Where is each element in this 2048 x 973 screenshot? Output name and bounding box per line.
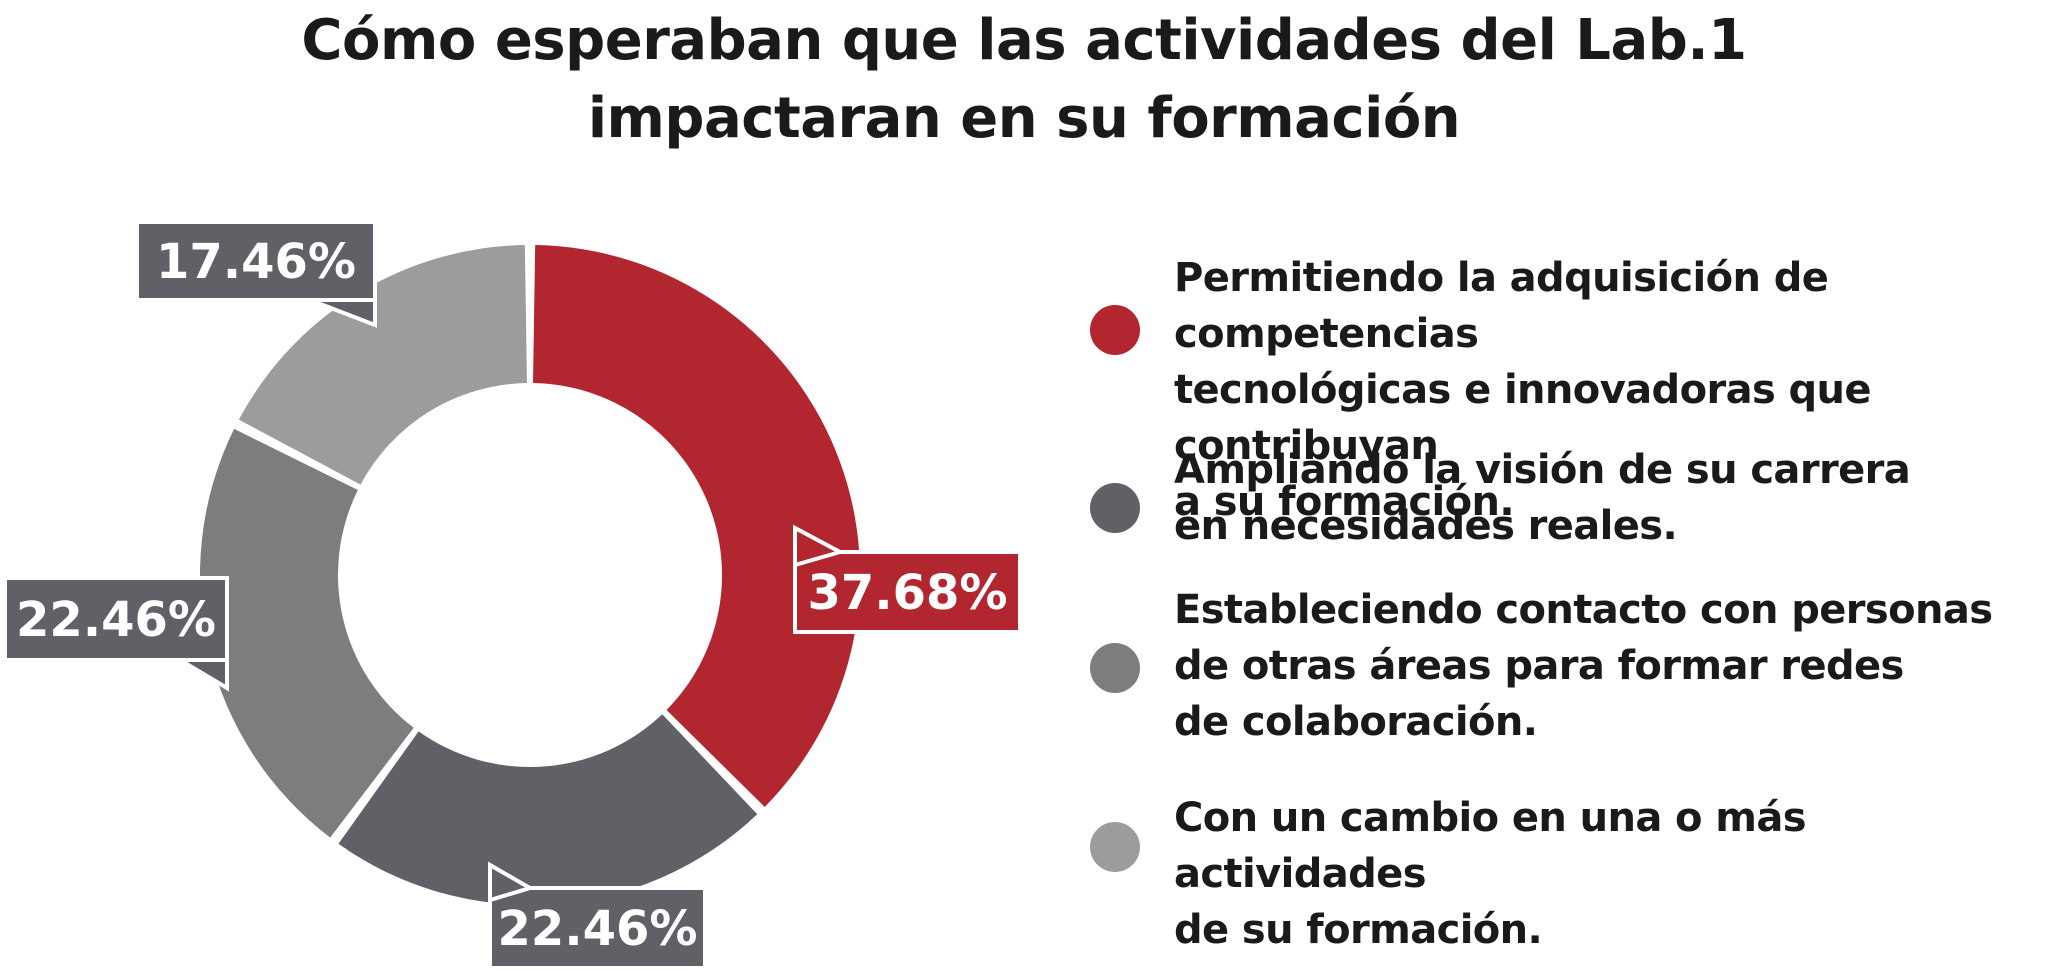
legend-swatch (1090, 305, 1140, 355)
legend-label: Con un cambio en una o más actividades d… (1174, 795, 1807, 953)
donut-slices (199, 245, 860, 905)
legend-label: Ampliando la visión de su carrera en nec… (1174, 447, 1911, 549)
chart-title-line-1: Cómo esperaban que las actividades del L… (301, 8, 1747, 73)
label-pointer (172, 658, 229, 692)
slice-label-vision-carrera: 22.46% (488, 861, 707, 970)
label-pointer (488, 861, 536, 903)
label-value: 22.46% (498, 901, 698, 957)
label-value: 37.68% (808, 565, 1008, 621)
slice-label-cambio-actividades: 17.46% (135, 220, 377, 328)
label-pointer (793, 524, 846, 568)
chart-title: Cómo esperaban que las actividades del L… (0, 2, 2048, 158)
slice-vision-carrera (338, 714, 758, 905)
legend-swatch (1090, 643, 1140, 693)
slice-contacto-redes (199, 428, 414, 838)
label-box (793, 550, 1022, 634)
legend-swatch (1090, 822, 1140, 872)
label-box (135, 220, 377, 302)
label-box (488, 886, 707, 970)
slice-competencias (533, 245, 860, 807)
legend-label: Permitiendo la adquisición de competenci… (1174, 255, 1872, 525)
chart-title-line-2: impactaran en su formación (587, 86, 1461, 151)
slice-label-contacto-redes: 22.46% (3, 576, 229, 692)
label-value: 17.46% (156, 234, 356, 290)
label-value: 22.46% (16, 592, 216, 648)
label-box (3, 576, 229, 662)
slice-cambio-actividades (238, 245, 527, 485)
legend-label: Estableciendo contacto con personas de o… (1174, 587, 1993, 745)
slice-labels: 37.68% 22.46% 22.46% 17.46% (3, 220, 1022, 970)
legend-swatch (1090, 483, 1140, 533)
label-pointer (309, 298, 377, 328)
slice-label-competencias: 37.68% (793, 524, 1022, 634)
